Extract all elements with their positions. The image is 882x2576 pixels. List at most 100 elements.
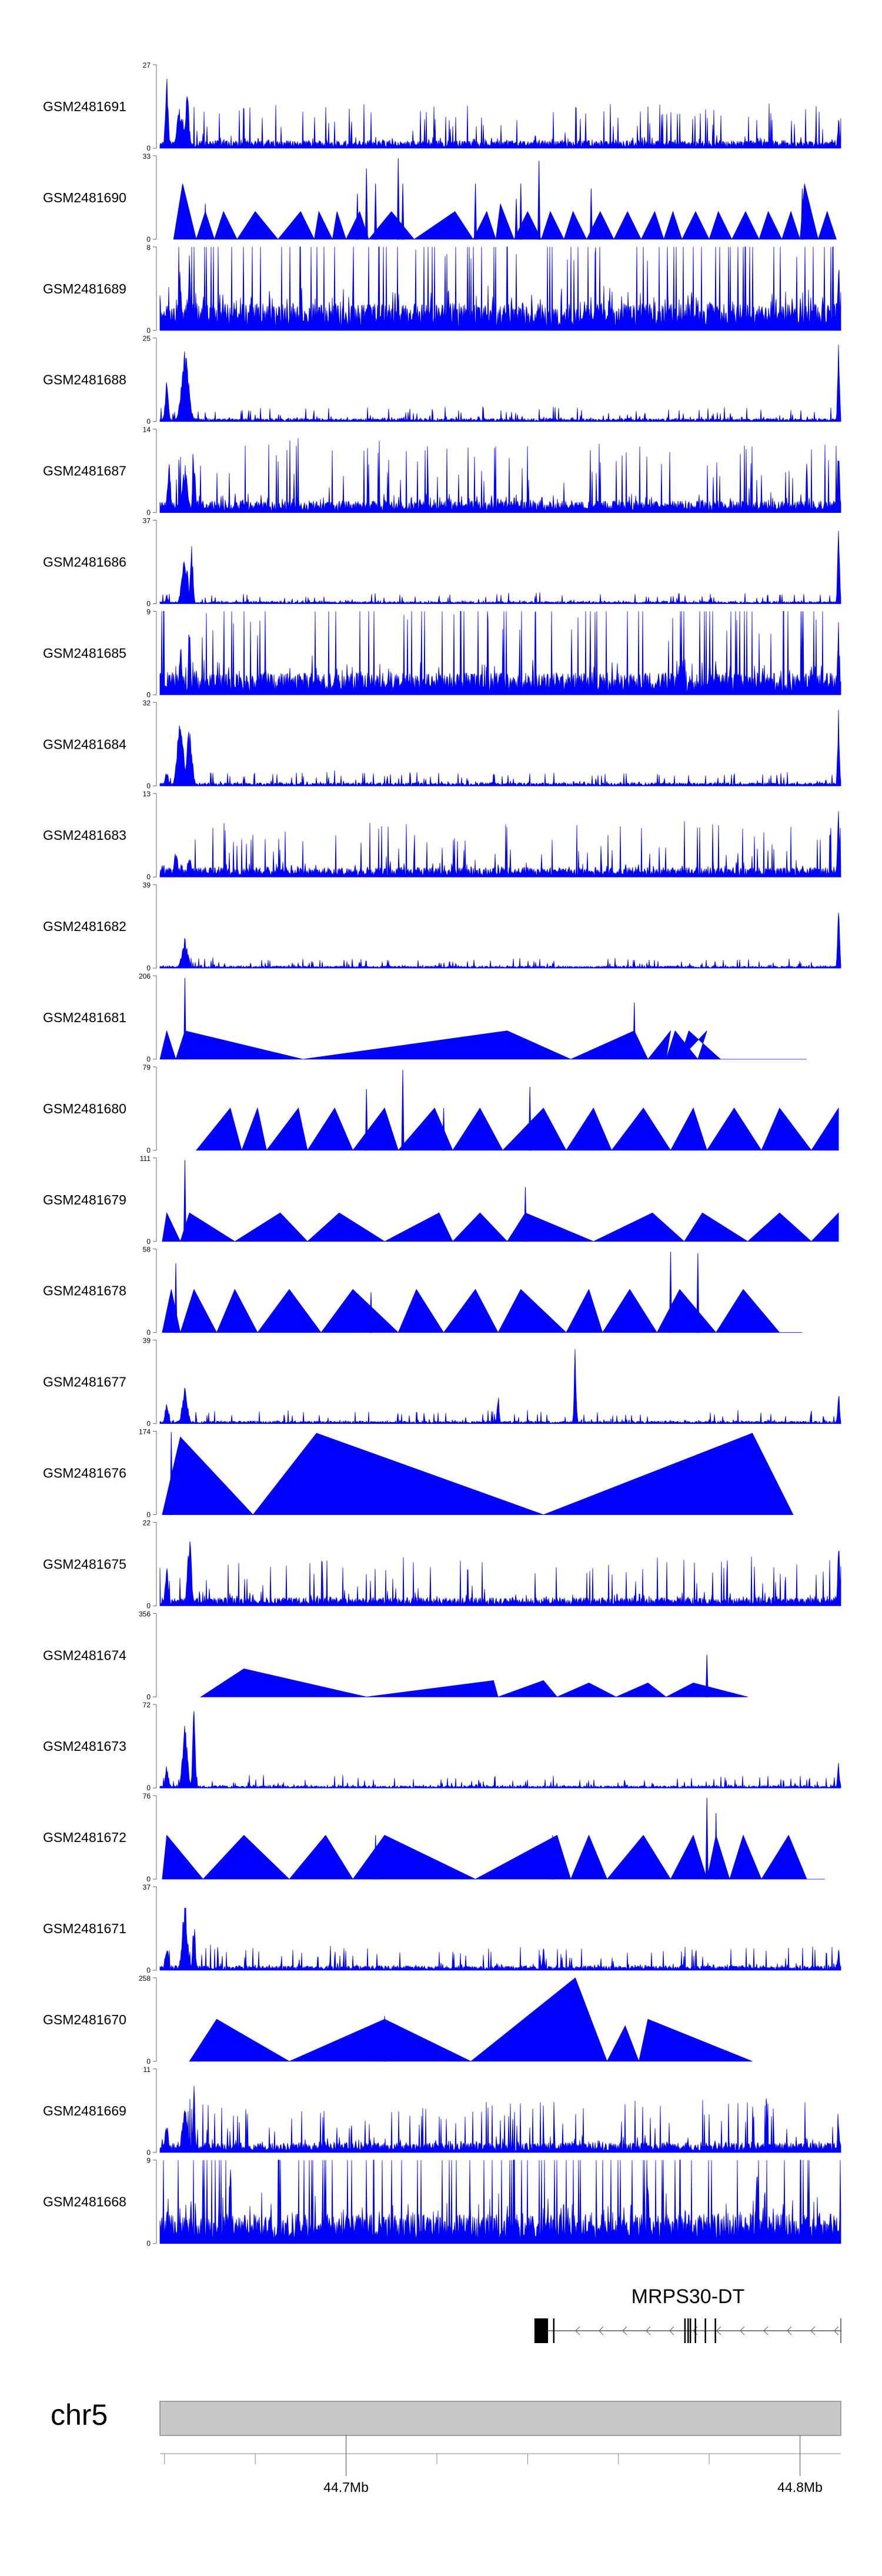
track-label: GSM2481668 [43, 2194, 126, 2210]
track-label: GSM2481690 [43, 190, 126, 205]
y-min-label: 0 [146, 690, 151, 699]
track-GSM2481673: GSM2481673 72 0 [43, 1701, 841, 1792]
gene-model [534, 2318, 841, 2343]
strand-arrow [810, 2326, 816, 2335]
track-GSM2481668: GSM2481668 9 0 [43, 2157, 841, 2248]
signal-tracks: GSM2481691270GSM2481690330GSM248168980GS… [43, 61, 841, 2248]
y-max-label: 33 [143, 152, 151, 161]
y-min-label: 0 [146, 418, 151, 426]
signal-area [159, 611, 841, 695]
signal-area [159, 1541, 841, 1606]
signal-area [159, 710, 841, 787]
track-label: GSM2481674 [43, 1647, 126, 1663]
signal-area [159, 438, 841, 513]
signal-spike [669, 1252, 673, 1333]
y-max-label: 37 [143, 1883, 151, 1891]
signal-area [200, 1668, 748, 1697]
signal-spike [169, 1432, 173, 1515]
track-label: GSM2481685 [43, 645, 126, 660]
y-min-label: 0 [146, 1329, 151, 1337]
signal-area [159, 1907, 841, 1971]
y-max-label: 11 [143, 2066, 151, 2074]
y-max-label: 58 [143, 1246, 151, 1254]
y-max-label: 79 [143, 1063, 151, 1072]
y-max-label: 13 [143, 790, 151, 798]
signal-area [159, 1030, 807, 1060]
y-min-label: 0 [146, 1511, 151, 1519]
y-max-label: 111 [140, 1154, 151, 1163]
y-max-label: 39 [143, 881, 151, 889]
strand-arrow [575, 2326, 580, 2335]
signal-area [162, 1289, 803, 1334]
y-max-label: 72 [143, 1701, 151, 1709]
signal-spike [374, 1835, 377, 1880]
y-min-label: 0 [146, 1601, 151, 1610]
track-GSM2481674: GSM2481674 356 0 [43, 1610, 748, 1701]
gene-label: MRPS30-DT [632, 2285, 745, 2308]
signal-area [162, 1433, 794, 1516]
strand-arrow [763, 2326, 769, 2335]
signal-spike [519, 183, 523, 240]
gene-exon [534, 2318, 549, 2343]
gene-exon [694, 2318, 696, 2343]
signal-area [162, 1212, 839, 1242]
signal-area [159, 811, 841, 877]
y-max-label: 206 [139, 972, 151, 980]
track-label: GSM2481687 [43, 463, 126, 479]
signal-spike [589, 188, 593, 240]
track-GSM2481686: GSM2481686 37 0 [43, 517, 841, 608]
y-max-label: 9 [146, 608, 151, 616]
y-min-label: 0 [146, 1420, 151, 1428]
signal-spike [183, 978, 186, 1060]
track-GSM2481684: GSM2481684 32 0 [43, 699, 841, 790]
track-GSM2481676: GSM2481676 174 0 [43, 1428, 794, 1519]
gene-exon [553, 2318, 555, 2343]
y-min-label: 0 [146, 1784, 151, 1792]
signal-area [159, 2086, 841, 2153]
signal-area [195, 1107, 839, 1152]
track-label: GSM2481679 [43, 1192, 126, 1207]
chromosome-band [159, 2401, 841, 2436]
signal-spike [696, 1253, 700, 1333]
chromosome-track: chr5 [51, 2398, 841, 2436]
track-label: GSM2481677 [43, 1374, 126, 1390]
track-label: GSM2481686 [43, 555, 126, 570]
signal-area [159, 78, 841, 149]
y-min-label: 0 [146, 1055, 151, 1063]
y-max-label: 174 [139, 1428, 151, 1436]
signal-spike [365, 168, 368, 240]
chromosome-label: chr5 [51, 2398, 108, 2431]
signal-spike [705, 1797, 709, 1880]
track-label: GSM2481680 [43, 1101, 126, 1116]
signal-area [162, 1834, 825, 1880]
y-min-label: 0 [146, 964, 151, 972]
signal-spike [528, 1087, 532, 1151]
track-label: GSM2481670 [43, 2012, 126, 2027]
signal-spike [183, 1160, 186, 1242]
y-max-label: 356 [139, 1610, 151, 1618]
x-tick-label: 44.7Mb [323, 2480, 369, 2495]
track-label: GSM2481684 [43, 736, 126, 752]
strand-arrow [787, 2326, 792, 2335]
track-GSM2481675: GSM2481675 22 0 [43, 1519, 841, 1610]
track-label: GSM2481675 [43, 1556, 126, 1571]
signal-spike [537, 161, 541, 240]
strand-arrow [834, 2326, 839, 2335]
y-min-label: 0 [146, 2240, 151, 2248]
y-min-label: 0 [146, 1146, 151, 1154]
signal-spike [203, 203, 207, 240]
track-GSM2481687: GSM2481687 14 0 [43, 426, 841, 517]
track-GSM2481689: GSM2481689 8 0 [43, 243, 841, 335]
strand-arrow [669, 2326, 674, 2335]
signal-spike [514, 199, 518, 240]
y-min-label: 0 [146, 509, 151, 517]
signal-spike [374, 183, 377, 240]
signal-spike [551, 1835, 554, 1880]
signal-spike [705, 1654, 709, 1697]
y-min-label: 0 [146, 326, 151, 335]
y-min-label: 0 [146, 235, 151, 243]
signal-spike [369, 1292, 373, 1333]
y-max-label: 39 [143, 1337, 151, 1345]
track-label: GSM2481691 [43, 99, 126, 114]
signal-spike [474, 183, 477, 240]
